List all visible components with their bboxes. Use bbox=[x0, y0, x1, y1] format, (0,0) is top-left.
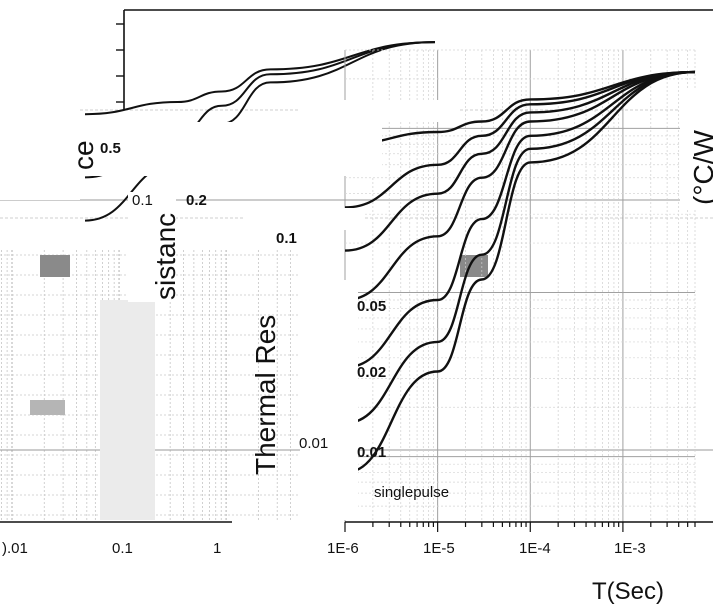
ghost-block bbox=[40, 255, 70, 277]
glitch-patch bbox=[128, 192, 176, 302]
ghost-block bbox=[30, 400, 65, 415]
curve-label-0.5: 0.5 bbox=[100, 140, 121, 157]
glitch-patch bbox=[245, 208, 365, 230]
curve-label-0.05: 0.05 bbox=[357, 298, 387, 315]
y-axis-label-fragment-right: (°C/W bbox=[688, 130, 713, 205]
series-curve-0.1 bbox=[344, 70, 696, 252]
x-tick-label: 1E-6 bbox=[327, 540, 359, 557]
series-curve-0.2 bbox=[344, 70, 696, 209]
glitch-patch bbox=[82, 122, 382, 176]
y-axis-label-fragment-left: ce bbox=[68, 140, 99, 170]
curve-label-0.1-ghost: 0.1 bbox=[132, 192, 153, 209]
glitch-patch bbox=[0, 90, 80, 200]
ghost-curve-0.5 bbox=[84, 41, 436, 116]
curve-label-0.01: 0.01 bbox=[357, 444, 387, 461]
x-axis-title: T(Sec) bbox=[592, 578, 664, 605]
glitch-patch bbox=[300, 280, 358, 520]
series-curve-0.01 bbox=[344, 70, 696, 425]
curve-label-singlepulse: singlepulse bbox=[374, 484, 450, 501]
y-axis-label-fragment-mid: sistanc bbox=[150, 212, 181, 300]
series-curve-singlepulse bbox=[344, 70, 696, 474]
curve-label-0.02: 0.02 bbox=[357, 364, 387, 381]
glitch-patch bbox=[232, 520, 312, 550]
ghost-gridlines bbox=[0, 109, 713, 523]
ghost-block bbox=[100, 300, 155, 520]
glitch-patch bbox=[300, 100, 460, 122]
y-tick-label: 0.01 bbox=[299, 435, 329, 452]
series-curve-0.05 bbox=[344, 70, 696, 302]
x-tick-label-left-panel: 0.1 bbox=[112, 540, 133, 557]
x-tick-label-left-panel: ).01 bbox=[2, 540, 28, 557]
plot-axes bbox=[116, 9, 713, 532]
series-curve-0.5 bbox=[344, 70, 696, 146]
glitch-patch bbox=[680, 90, 713, 210]
x-tick-label: 1E-4 bbox=[519, 540, 551, 557]
x-tick-label: 1E-3 bbox=[614, 540, 646, 557]
plot-curves bbox=[344, 70, 696, 474]
x-tick-label: 1E-5 bbox=[423, 540, 455, 557]
curve-label-0.1: 0.1 bbox=[276, 230, 297, 247]
series-curve-0.02 bbox=[344, 70, 696, 369]
x-tick-label-left-panel: 1 bbox=[213, 540, 222, 557]
y-axis-label-main: Thermal Res bbox=[250, 314, 281, 475]
curve-label-0.2: 0.2 bbox=[186, 192, 207, 209]
